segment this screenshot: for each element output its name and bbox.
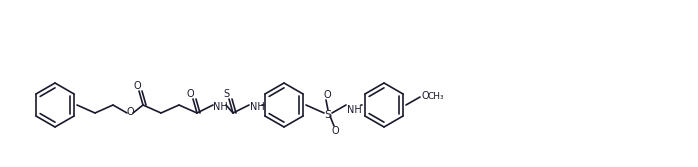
Text: S: S: [325, 110, 332, 120]
Text: NH: NH: [347, 105, 362, 115]
Text: O: O: [186, 89, 194, 99]
Text: O: O: [421, 91, 429, 101]
Text: NH: NH: [250, 102, 265, 112]
Text: O: O: [323, 90, 331, 100]
Text: O: O: [331, 126, 339, 136]
Text: O: O: [133, 81, 141, 91]
Text: NH: NH: [213, 102, 228, 112]
Text: S: S: [223, 89, 229, 99]
Text: CH₃: CH₃: [428, 92, 445, 101]
Text: O: O: [126, 107, 134, 117]
